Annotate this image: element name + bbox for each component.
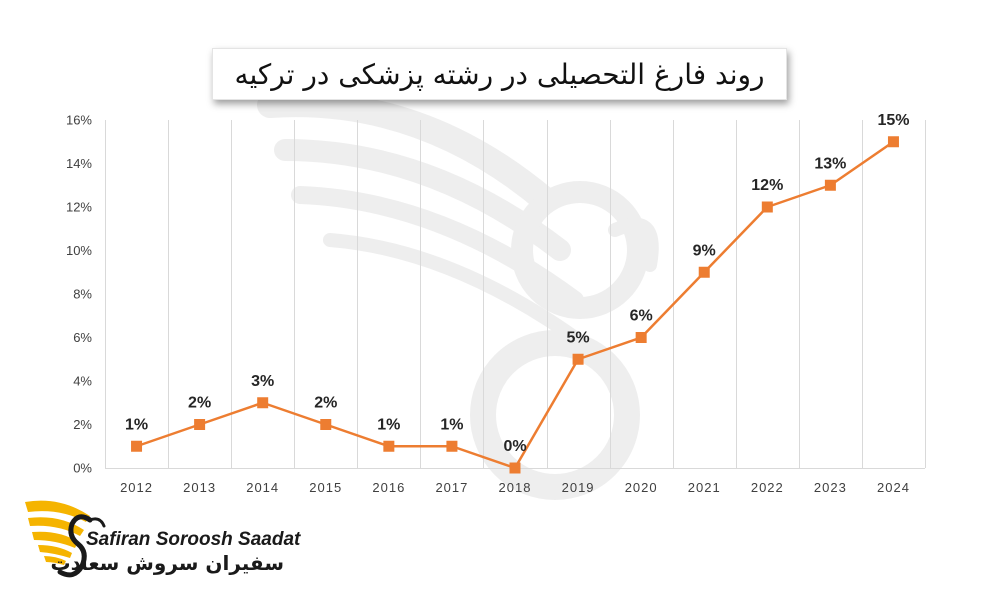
brand-name-fa: سفیران سروش سعادت (50, 551, 285, 575)
x-axis: 2012 2013 2014 2015 2016 2017 2018 2019 2020 2021… (120, 480, 910, 495)
gridlines (105, 120, 926, 468)
chart-title: روند فارغ التحصیلی در رشته پزشکی در ترکی… (234, 57, 765, 91)
chart-title-box: روند فارغ التحصیلی در رشته پزشکی در ترکی… (212, 48, 787, 100)
data-label-2016: 1% (377, 416, 400, 433)
x-tick-label: 2023 (814, 480, 847, 495)
x-tick-label: 2013 (183, 480, 216, 495)
data-label-2023: 13% (814, 155, 846, 172)
data-label-2024: 15% (877, 112, 909, 129)
x-tick-label: 2016 (372, 480, 405, 495)
x-tick-label: 2017 (435, 480, 468, 495)
x-tick-label: 2020 (625, 480, 658, 495)
data-point-2015 (320, 419, 332, 430)
data-point-2019 (572, 353, 584, 365)
x-tick-label: 2024 (877, 480, 910, 495)
y-tick-label: 6% (73, 330, 92, 345)
brand-logo (25, 500, 106, 578)
data-label-2017: 1% (440, 416, 463, 433)
y-tick-label: 0% (73, 461, 92, 476)
y-tick-label: 12% (66, 200, 92, 215)
data-labels: 1% 2% 3% 2% 1% 1% 0% 5% 6% 9% 12% 13% 15% (125, 112, 910, 455)
x-tick-label: 2014 (246, 480, 279, 495)
y-axis: 0% 2% 4% 6% 8% 10% 12% 14% 16% (66, 113, 92, 476)
data-point-2023 (824, 179, 836, 191)
y-tick-label: 4% (73, 374, 92, 389)
y-tick-label: 14% (66, 156, 92, 171)
data-label-2014: 3% (251, 373, 274, 390)
data-point-2013 (194, 419, 206, 430)
x-tick-label: 2015 (309, 480, 342, 495)
data-point-2022 (761, 201, 773, 213)
data-point-2017 (446, 440, 458, 452)
swan-icon (57, 514, 93, 578)
data-point-2020 (635, 332, 647, 343)
data-label-2015: 2% (314, 395, 337, 412)
data-point-2012 (131, 440, 143, 452)
brand-name-en: Safiran Soroosh Saadat (86, 529, 301, 550)
data-point-2014 (257, 397, 269, 409)
data-label-2020: 6% (630, 308, 653, 325)
data-point-2018 (509, 462, 521, 474)
x-tick-label: 2012 (120, 480, 153, 495)
x-tick-label: 2021 (688, 480, 721, 495)
wing-icon (25, 500, 90, 522)
x-tick-label: 2019 (562, 480, 595, 495)
y-tick-label: 8% (73, 287, 92, 302)
x-tick-label: 2018 (499, 480, 532, 495)
markers (131, 136, 899, 474)
data-label-2018: 0% (503, 438, 526, 455)
data-label-2012: 1% (125, 416, 148, 433)
data-point-2016 (383, 440, 395, 452)
data-label-2013: 2% (188, 395, 211, 412)
y-tick-label: 16% (66, 113, 92, 128)
y-tick-label: 10% (66, 243, 92, 258)
x-tick-label: 2022 (751, 480, 784, 495)
data-label-2019: 5% (567, 329, 590, 346)
y-tick-label: 2% (73, 417, 92, 432)
data-point-2021 (698, 266, 710, 278)
data-label-2022: 12% (751, 177, 783, 194)
data-label-2021: 9% (693, 242, 716, 259)
data-point-2024 (887, 136, 899, 148)
